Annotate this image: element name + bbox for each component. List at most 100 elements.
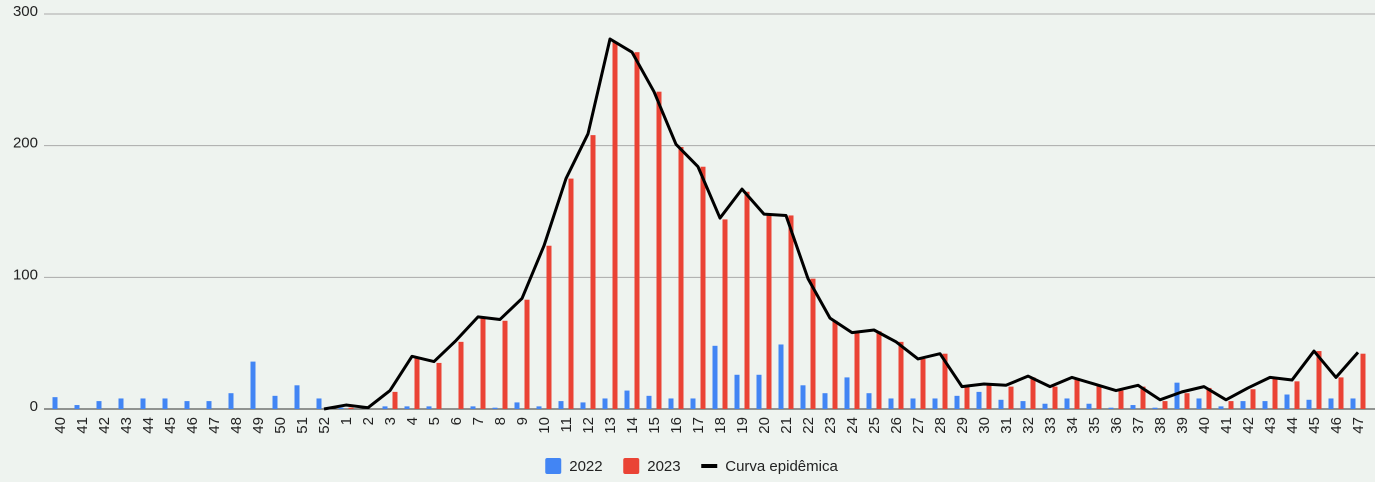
bar [383,406,388,409]
x-tick-label: 8 [492,417,509,425]
bar [1053,387,1058,409]
x-tick-label: 48 [228,417,245,434]
x-tick-label: 49 [250,417,267,434]
legend-label: Curva epidêmica [725,458,838,475]
bar [1163,401,1168,409]
x-tick-label: 50 [272,417,289,434]
bar [1351,398,1356,409]
bar [823,393,828,409]
x-tick-label: 44 [1284,417,1301,434]
bar [163,398,168,409]
bar [1251,389,1256,409]
bar [735,375,740,409]
line [324,39,1358,409]
bar [1219,406,1224,409]
bar [1329,398,1334,409]
x-tick-label: 43 [1262,417,1279,434]
bar [1185,393,1190,409]
x-tick-label: 45 [162,417,179,434]
bar [515,402,520,409]
bar [405,406,410,409]
bar [559,401,564,409]
bar [691,398,696,409]
bar [745,192,750,409]
x-tick-label: 27 [910,417,927,434]
legend-label: 2022 [569,458,602,475]
bar [1361,354,1366,409]
bar [1153,408,1158,409]
bar [767,215,772,409]
x-tick-label: 43 [118,417,135,434]
x-tick-label: 47 [1350,417,1367,434]
bar [349,408,354,409]
bar [779,344,784,409]
x-tick-label: 25 [866,417,883,434]
bar [415,358,420,409]
bar [603,398,608,409]
bar [1087,404,1092,409]
x-tick-label: 28 [932,417,949,434]
x-tick-label: 46 [184,417,201,434]
bar [471,406,476,409]
bar [845,377,850,409]
bar [789,215,794,409]
x-tick-label: 42 [1240,417,1257,434]
bar [679,147,684,409]
x-tick-label: 29 [954,417,971,434]
bar [657,92,662,409]
bar [295,385,300,409]
bar [53,397,58,409]
x-tick-label: 3 [382,417,399,425]
x-tick-label: 19 [734,417,751,434]
x-tick-label: 15 [646,417,663,434]
bar [899,342,904,409]
x-tick-label: 41 [1218,417,1235,434]
bar [987,385,992,409]
bar [437,363,442,409]
x-tick-label: 5 [426,417,443,425]
bar [493,408,498,409]
x-tick-label: 46 [1328,417,1345,434]
x-tick-label: 20 [756,417,773,434]
bar [547,246,552,409]
x-tick-label: 36 [1108,417,1125,434]
x-tick-label: 44 [140,417,157,434]
bar [723,219,728,409]
x-tick-label: 37 [1130,417,1147,434]
bar [229,393,234,409]
bar [1109,408,1114,409]
bar [185,401,190,409]
bar [273,396,278,409]
bar [877,331,882,409]
x-tick-label: 45 [1306,417,1323,434]
bar [1031,377,1036,409]
bar [537,406,542,409]
x-tick-label: 6 [448,417,465,425]
bar [459,342,464,409]
x-tick-label: 21 [778,417,795,434]
bar [965,387,970,409]
bar [1197,398,1202,409]
x-tick-label: 7 [470,417,487,425]
bar [591,135,596,409]
x-tick-label: 1 [338,417,355,425]
x-tick-label: 9 [514,417,531,425]
bar [757,375,762,409]
bar [955,396,960,409]
bar [525,300,530,409]
bar [1307,400,1312,409]
bar [647,396,652,409]
bar [701,167,706,409]
legend-swatch [701,464,717,468]
bar [393,392,398,409]
bar [911,398,916,409]
bar [1241,401,1246,409]
bar [635,52,640,409]
x-tick-label: 26 [888,417,905,434]
bar [1229,401,1234,409]
bar [977,392,982,409]
bar [75,405,80,409]
bar [1339,377,1344,409]
legend-swatch [545,458,561,474]
bar [207,401,212,409]
